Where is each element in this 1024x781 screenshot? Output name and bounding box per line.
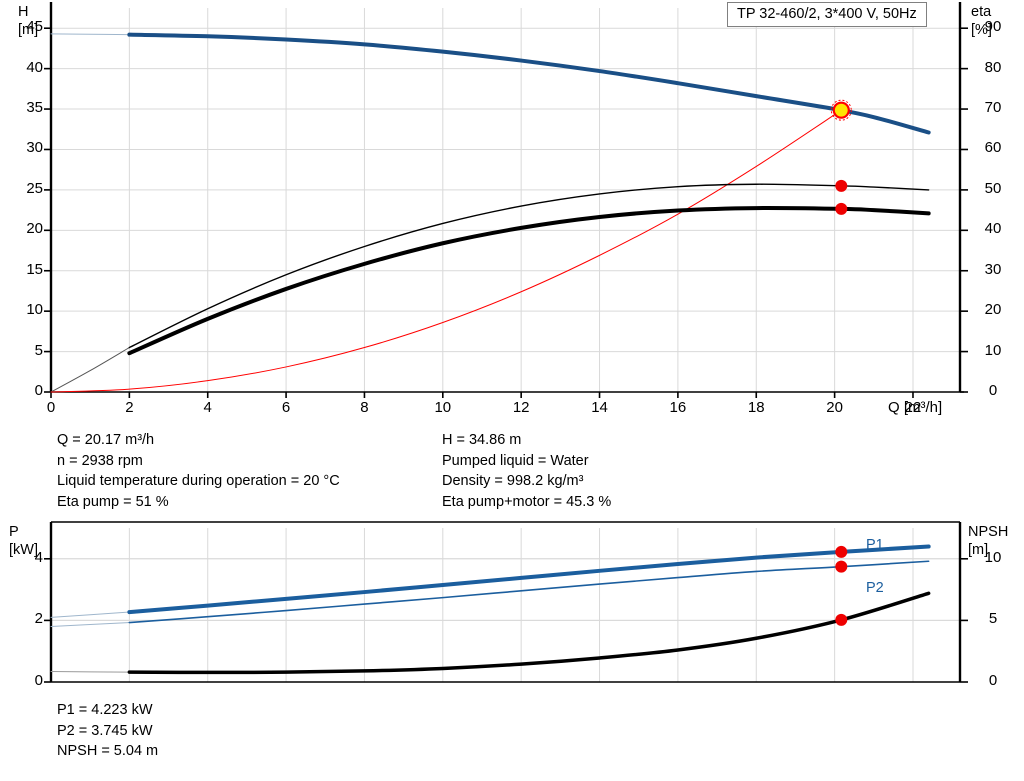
power-npsh-plot xyxy=(44,521,968,683)
chart1-xtick-14: 14 xyxy=(591,399,608,416)
chart1-y2tick-0: 0 xyxy=(988,382,998,399)
chart1-xtick-18: 18 xyxy=(747,399,765,416)
chart2-y-axis-title: P [kW] xyxy=(9,524,38,559)
chart2-y2-axis-title: NPSH [m] xyxy=(968,524,1009,559)
chart1-ytick-40: 40 xyxy=(26,58,43,76)
chart2-y2tick-0: 0 xyxy=(988,672,998,689)
info-right-line-0: H = 34.86 m xyxy=(442,432,522,448)
chart1-y2tick-60: 60 xyxy=(984,139,1002,157)
head-efficiency-plot xyxy=(44,2,968,398)
chart1-y2tick-90: 90 xyxy=(984,18,1002,36)
chart1-ytick-5: 5 xyxy=(34,341,43,359)
chart1-y2-axis-title: eta [%] xyxy=(971,4,992,39)
chart1-y2tick-70: 70 xyxy=(984,99,1002,117)
chart1-xtick-6: 6 xyxy=(281,399,291,416)
info-right-line-1: Pumped liquid = Water xyxy=(442,452,589,469)
info-bottom-line-1: P2 = 3.745 kW xyxy=(57,722,153,739)
info-bottom-line-2: NPSH = 5.04 m xyxy=(57,743,159,759)
chart1-xtick-16: 16 xyxy=(669,399,687,416)
chart1-ytick-45: 45 xyxy=(26,18,43,36)
chart1-y2tick-40: 40 xyxy=(984,220,1002,238)
operating-data-right: H = 34.86 m Pumped liquid = Water Densit… xyxy=(442,430,611,512)
chart1-ytick-35: 35 xyxy=(26,99,43,117)
chart1-y2tick-10: 10 xyxy=(984,341,1002,359)
power-data-block: P1 = 4.223 kW P2 = 3.745 kW NPSH = 5.04 … xyxy=(57,700,158,762)
chart1-ytick-25: 25 xyxy=(26,179,43,197)
chart1-y-axis-title: H [m] xyxy=(18,4,39,39)
chart-title-box: TP 32-460/2, 3*400 V, 50Hz xyxy=(727,2,927,27)
chart1-ytick-10: 10 xyxy=(26,301,43,319)
chart1-xtick-2: 2 xyxy=(125,399,134,416)
chart1-xtick-4: 4 xyxy=(203,399,212,416)
chart1-xtick-22: 22 xyxy=(904,399,922,416)
chart1-xtick-8: 8 xyxy=(360,399,369,416)
chart1-y2tick-30: 30 xyxy=(984,260,1002,278)
info-left-line-2: Liquid temperature during operation = 20… xyxy=(57,473,340,489)
info-left-line-1: n = 2938 rpm xyxy=(57,452,143,469)
chart2-ytick-4: 4 xyxy=(34,548,43,566)
info-bottom-line-0: P1 = 4.223 kW xyxy=(57,702,153,718)
chart1-xtick-12: 12 xyxy=(512,399,530,416)
p1-series-label: P1 xyxy=(866,537,884,553)
chart1-ytick-30: 30 xyxy=(26,139,43,157)
chart2-ytick-0: 0 xyxy=(34,672,43,689)
info-left-line-3: Eta pump = 51 % xyxy=(57,493,169,510)
operating-data-left: Q = 20.17 m³/h n = 2938 rpm Liquid tempe… xyxy=(57,430,340,512)
info-right-line-3: Eta pump+motor = 45.3 % xyxy=(442,493,612,510)
chart-title-text: TP 32-460/2, 3*400 V, 50Hz xyxy=(737,6,917,22)
chart1-y2tick-50: 50 xyxy=(984,179,1002,197)
power-npsh-chart xyxy=(0,520,1024,695)
chart1-xtick-20: 20 xyxy=(826,399,843,416)
chart2-y2tick-5: 5 xyxy=(988,610,998,628)
chart1-xtick-0: 0 xyxy=(46,399,56,416)
chart1-y2tick-80: 80 xyxy=(984,58,1002,76)
chart1-ytick-20: 20 xyxy=(26,220,43,238)
chart2-ytick-2: 2 xyxy=(34,610,43,628)
p2-series-label: P2 xyxy=(866,580,884,596)
chart1-xtick-10: 10 xyxy=(434,399,452,416)
head-efficiency-chart xyxy=(44,2,968,398)
chart1-y2tick-20: 20 xyxy=(984,301,1002,319)
chart1-ytick-0: 0 xyxy=(34,382,43,399)
chart2-y2tick-10: 10 xyxy=(984,548,1002,566)
chart1-x-axis-title: Q [m³/h] xyxy=(888,399,943,416)
info-right-line-2: Density = 998.2 kg/m³ xyxy=(442,473,584,489)
info-left-line-0: Q = 20.17 m³/h xyxy=(57,432,155,448)
chart1-ytick-15: 15 xyxy=(26,260,43,278)
